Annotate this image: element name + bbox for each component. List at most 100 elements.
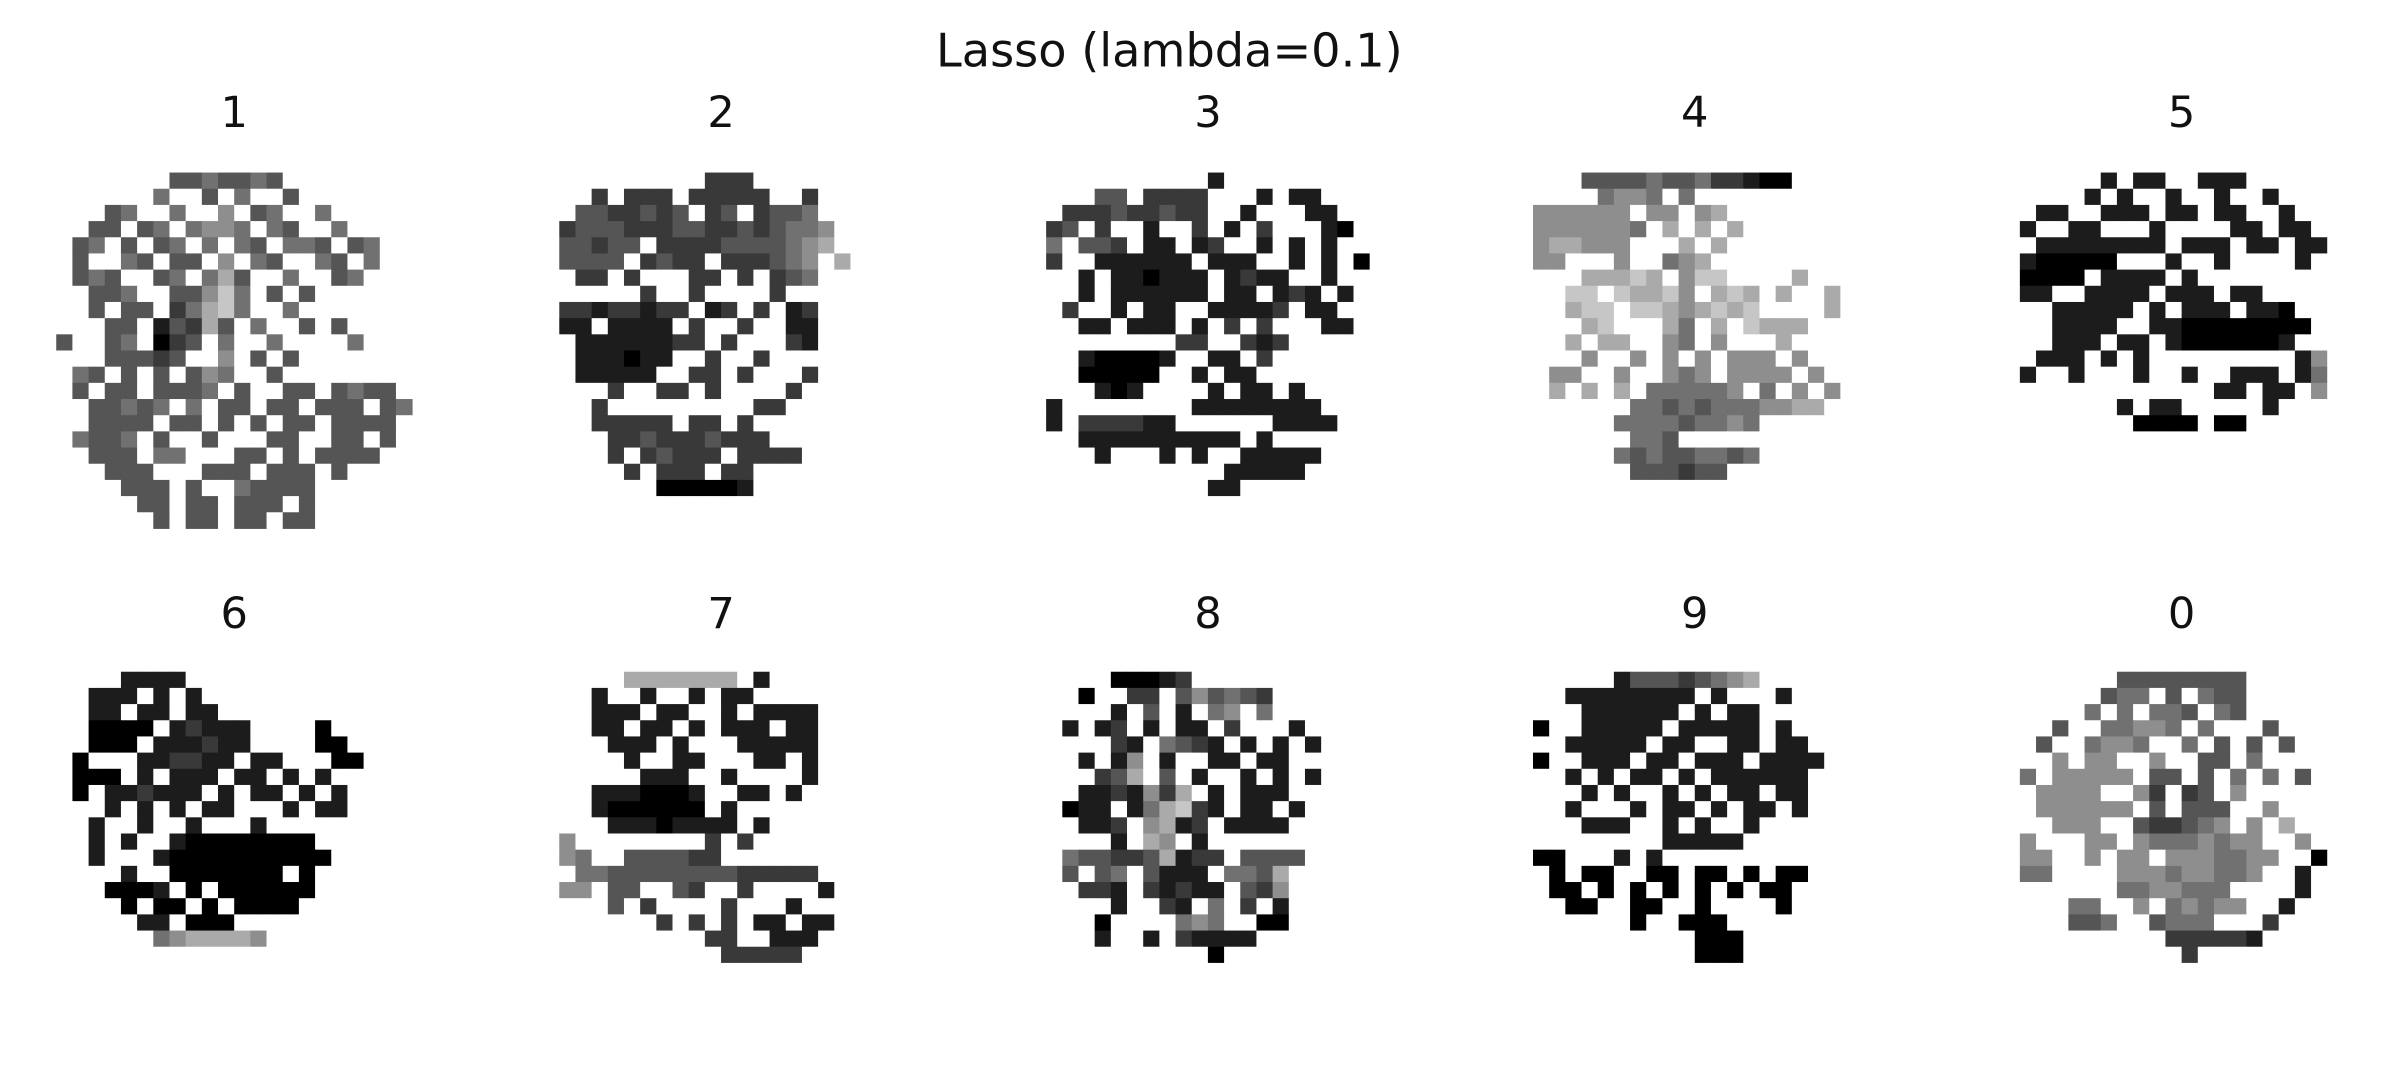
- pixel: [1613, 479, 1631, 497]
- pixel: [1191, 898, 1209, 915]
- pixel: [1759, 366, 1777, 384]
- pixel: [2230, 833, 2247, 851]
- pixel: [1272, 898, 1290, 915]
- pixel: [1791, 801, 1809, 818]
- pixel: [721, 253, 738, 271]
- pixel: [1369, 865, 1387, 883]
- pixel: [282, 704, 300, 721]
- pixel: [737, 512, 754, 529]
- pixel: [2294, 687, 2312, 705]
- pixel: [1272, 269, 1290, 287]
- pixel: [591, 784, 609, 802]
- pixel: [169, 188, 187, 206]
- pixel: [769, 382, 787, 400]
- pixel: [379, 882, 397, 899]
- pixel: [1288, 318, 1306, 335]
- pixel: [1597, 946, 1615, 964]
- pixel: [2327, 784, 2344, 802]
- pixel: [2262, 687, 2280, 705]
- pixel: [1191, 704, 1209, 721]
- pixel: [704, 995, 722, 1012]
- pixel: [769, 768, 787, 786]
- pixel: [1062, 431, 1079, 449]
- pixel: [1824, 801, 1841, 818]
- pixel: [607, 704, 625, 721]
- pixel: [331, 995, 348, 1012]
- pixel: [1678, 704, 1696, 721]
- pixel: [2181, 415, 2199, 432]
- pixel: [1046, 801, 1063, 818]
- pixel: [1791, 366, 1809, 384]
- pixel: [1565, 301, 1582, 319]
- pixel: [623, 801, 641, 818]
- pixel: [1207, 221, 1225, 238]
- pixel: [201, 995, 219, 1012]
- pixel: [2116, 752, 2134, 770]
- pixel: [704, 930, 722, 948]
- pixel: [591, 188, 609, 206]
- pixel: [1824, 447, 1841, 465]
- pixel: [88, 447, 106, 465]
- pixel: [2213, 399, 2231, 416]
- pixel: [2036, 237, 2053, 254]
- pixel: [1094, 962, 1112, 980]
- pixel: [379, 172, 397, 190]
- pixel: [785, 671, 803, 689]
- pixel: [2003, 318, 2021, 335]
- pixel: [1824, 366, 1841, 384]
- pixel: [672, 979, 690, 996]
- pixel: [1256, 882, 1274, 899]
- pixel: [1353, 318, 1371, 335]
- pixel: [1678, 301, 1696, 319]
- pixel: [218, 399, 235, 416]
- pixel: [559, 671, 576, 689]
- pixel: [1078, 784, 1096, 802]
- pixel: [379, 479, 397, 497]
- pixel: [2052, 930, 2069, 948]
- pixel: [1110, 318, 1128, 335]
- pixel: [1191, 350, 1209, 368]
- pixel: [1630, 995, 1647, 1012]
- pixel: [2294, 833, 2312, 851]
- pixel: [2116, 962, 2134, 980]
- pixel: [185, 415, 203, 432]
- pixel: [1191, 1011, 1209, 1029]
- pixel: [120, 463, 138, 481]
- pixel: [1597, 865, 1615, 883]
- pixel: [347, 849, 365, 867]
- pixel: [1613, 253, 1631, 271]
- pixel: [120, 1011, 138, 1029]
- pixel: [282, 496, 300, 513]
- pixel: [1759, 253, 1777, 271]
- pixel: [1646, 334, 1663, 351]
- pixel: [234, 463, 251, 481]
- pixel: [575, 318, 593, 335]
- pixel: [591, 671, 609, 689]
- pixel: [315, 1011, 332, 1029]
- pixel: [1597, 962, 1615, 980]
- pixel: [379, 382, 397, 400]
- pixel: [1630, 946, 1647, 964]
- pixel: [559, 946, 576, 964]
- pixel: [56, 301, 73, 319]
- pixel: [1662, 204, 1680, 222]
- pixel: [801, 995, 819, 1012]
- pixel: [753, 172, 771, 190]
- pixel: [266, 366, 284, 384]
- pixel: [266, 172, 284, 190]
- pixel: [201, 752, 219, 770]
- pixel: [1662, 479, 1680, 497]
- pixel: [395, 496, 413, 513]
- pixel: [2343, 946, 2361, 964]
- pixel: [1062, 784, 1079, 802]
- pixel: [2294, 768, 2312, 786]
- pixel: [347, 188, 365, 206]
- pixel: [2165, 768, 2183, 786]
- pixel: [1191, 736, 1209, 754]
- pixel: [2133, 496, 2150, 513]
- pixel: [1727, 285, 1744, 303]
- pixel: [1549, 301, 1566, 319]
- pixel: [1337, 237, 1354, 254]
- pixel: [2149, 447, 2166, 465]
- pixel: [1856, 930, 1874, 948]
